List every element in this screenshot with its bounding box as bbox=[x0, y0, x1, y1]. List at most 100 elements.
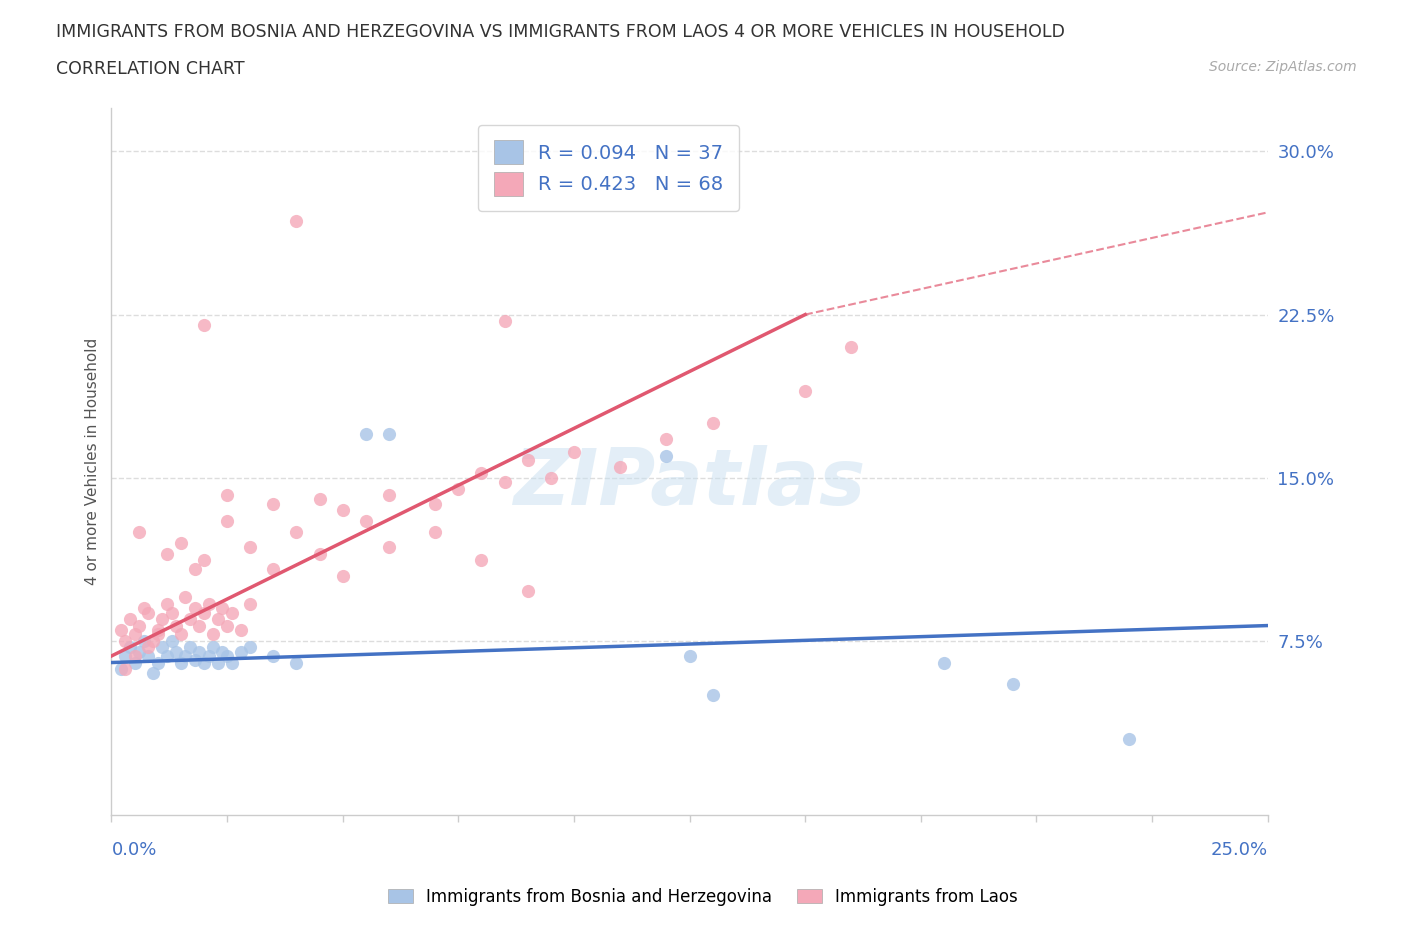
Point bbox=[170, 627, 193, 642]
Point bbox=[118, 640, 141, 655]
Point bbox=[160, 605, 183, 620]
Point bbox=[332, 568, 354, 583]
Point bbox=[193, 553, 215, 568]
Point bbox=[308, 492, 330, 507]
Point bbox=[138, 648, 160, 663]
Point bbox=[262, 648, 284, 663]
Point bbox=[308, 546, 330, 561]
Text: Source: ZipAtlas.com: Source: ZipAtlas.com bbox=[1209, 60, 1357, 74]
Point bbox=[165, 618, 187, 633]
Point bbox=[470, 466, 492, 481]
Point bbox=[239, 539, 262, 554]
Point bbox=[193, 318, 215, 333]
Point bbox=[262, 562, 284, 577]
Point bbox=[540, 471, 562, 485]
Point bbox=[114, 648, 136, 663]
Point bbox=[332, 503, 354, 518]
Point bbox=[221, 605, 243, 620]
Point bbox=[170, 536, 193, 551]
Point bbox=[132, 601, 155, 616]
Point bbox=[179, 640, 201, 655]
Point bbox=[197, 648, 219, 663]
Point bbox=[114, 633, 136, 648]
Point bbox=[702, 416, 724, 431]
Point bbox=[114, 661, 136, 676]
Point bbox=[702, 687, 724, 702]
Point bbox=[138, 640, 160, 655]
Text: CORRELATION CHART: CORRELATION CHART bbox=[56, 60, 245, 78]
Point bbox=[160, 633, 183, 648]
Point bbox=[142, 633, 165, 648]
Point bbox=[183, 601, 205, 616]
Point bbox=[110, 661, 132, 676]
Point bbox=[183, 562, 205, 577]
Point bbox=[1002, 677, 1025, 692]
Point bbox=[285, 214, 308, 229]
Point bbox=[285, 525, 308, 539]
Point bbox=[229, 644, 252, 659]
Point bbox=[146, 622, 169, 637]
Point bbox=[165, 644, 187, 659]
Point bbox=[150, 640, 173, 655]
Point bbox=[128, 618, 150, 633]
Point bbox=[124, 655, 146, 670]
Point bbox=[354, 427, 377, 442]
Point bbox=[156, 648, 179, 663]
Point bbox=[179, 612, 201, 627]
Point bbox=[239, 596, 262, 611]
Point bbox=[207, 655, 229, 670]
Point bbox=[425, 525, 447, 539]
Point bbox=[378, 427, 401, 442]
Point bbox=[156, 596, 179, 611]
Point bbox=[193, 605, 215, 620]
Point bbox=[215, 487, 238, 502]
Point bbox=[354, 513, 377, 528]
Point bbox=[138, 605, 160, 620]
Point bbox=[150, 612, 173, 627]
Point bbox=[170, 655, 193, 670]
Text: ZIPatlas: ZIPatlas bbox=[513, 445, 866, 521]
Point bbox=[470, 553, 492, 568]
Point bbox=[128, 525, 150, 539]
Point bbox=[183, 653, 205, 668]
Point bbox=[229, 622, 252, 637]
Point bbox=[221, 655, 243, 670]
Point bbox=[794, 383, 817, 398]
Point bbox=[425, 497, 447, 512]
Y-axis label: 4 or more Vehicles in Household: 4 or more Vehicles in Household bbox=[86, 338, 100, 585]
Point bbox=[678, 648, 700, 663]
Point bbox=[841, 339, 863, 354]
Point bbox=[655, 448, 678, 463]
Point bbox=[494, 313, 516, 328]
Point bbox=[118, 612, 141, 627]
Point bbox=[156, 546, 179, 561]
Point bbox=[215, 648, 238, 663]
Legend: Immigrants from Bosnia and Herzegovina, Immigrants from Laos: Immigrants from Bosnia and Herzegovina, … bbox=[381, 881, 1025, 912]
Point bbox=[132, 633, 155, 648]
Point bbox=[207, 612, 229, 627]
Point bbox=[174, 648, 197, 663]
Point bbox=[262, 497, 284, 512]
Point bbox=[285, 655, 308, 670]
Point bbox=[202, 627, 225, 642]
Point bbox=[174, 590, 197, 604]
Point bbox=[142, 666, 165, 681]
Text: 0.0%: 0.0% bbox=[111, 841, 157, 859]
Point bbox=[378, 487, 401, 502]
Point bbox=[932, 655, 955, 670]
Point bbox=[146, 627, 169, 642]
Point bbox=[211, 644, 233, 659]
Point bbox=[124, 648, 146, 663]
Point bbox=[211, 601, 233, 616]
Point bbox=[494, 474, 516, 489]
Point bbox=[1118, 731, 1140, 746]
Point bbox=[655, 432, 678, 446]
Point bbox=[188, 618, 211, 633]
Point bbox=[447, 481, 470, 496]
Text: IMMIGRANTS FROM BOSNIA AND HERZEGOVINA VS IMMIGRANTS FROM LAOS 4 OR MORE VEHICLE: IMMIGRANTS FROM BOSNIA AND HERZEGOVINA V… bbox=[56, 23, 1066, 41]
Point bbox=[202, 640, 225, 655]
Legend: R = 0.094   N = 37, R = 0.423   N = 68: R = 0.094 N = 37, R = 0.423 N = 68 bbox=[478, 125, 740, 211]
Point bbox=[215, 513, 238, 528]
Point bbox=[110, 622, 132, 637]
Point bbox=[562, 445, 585, 459]
